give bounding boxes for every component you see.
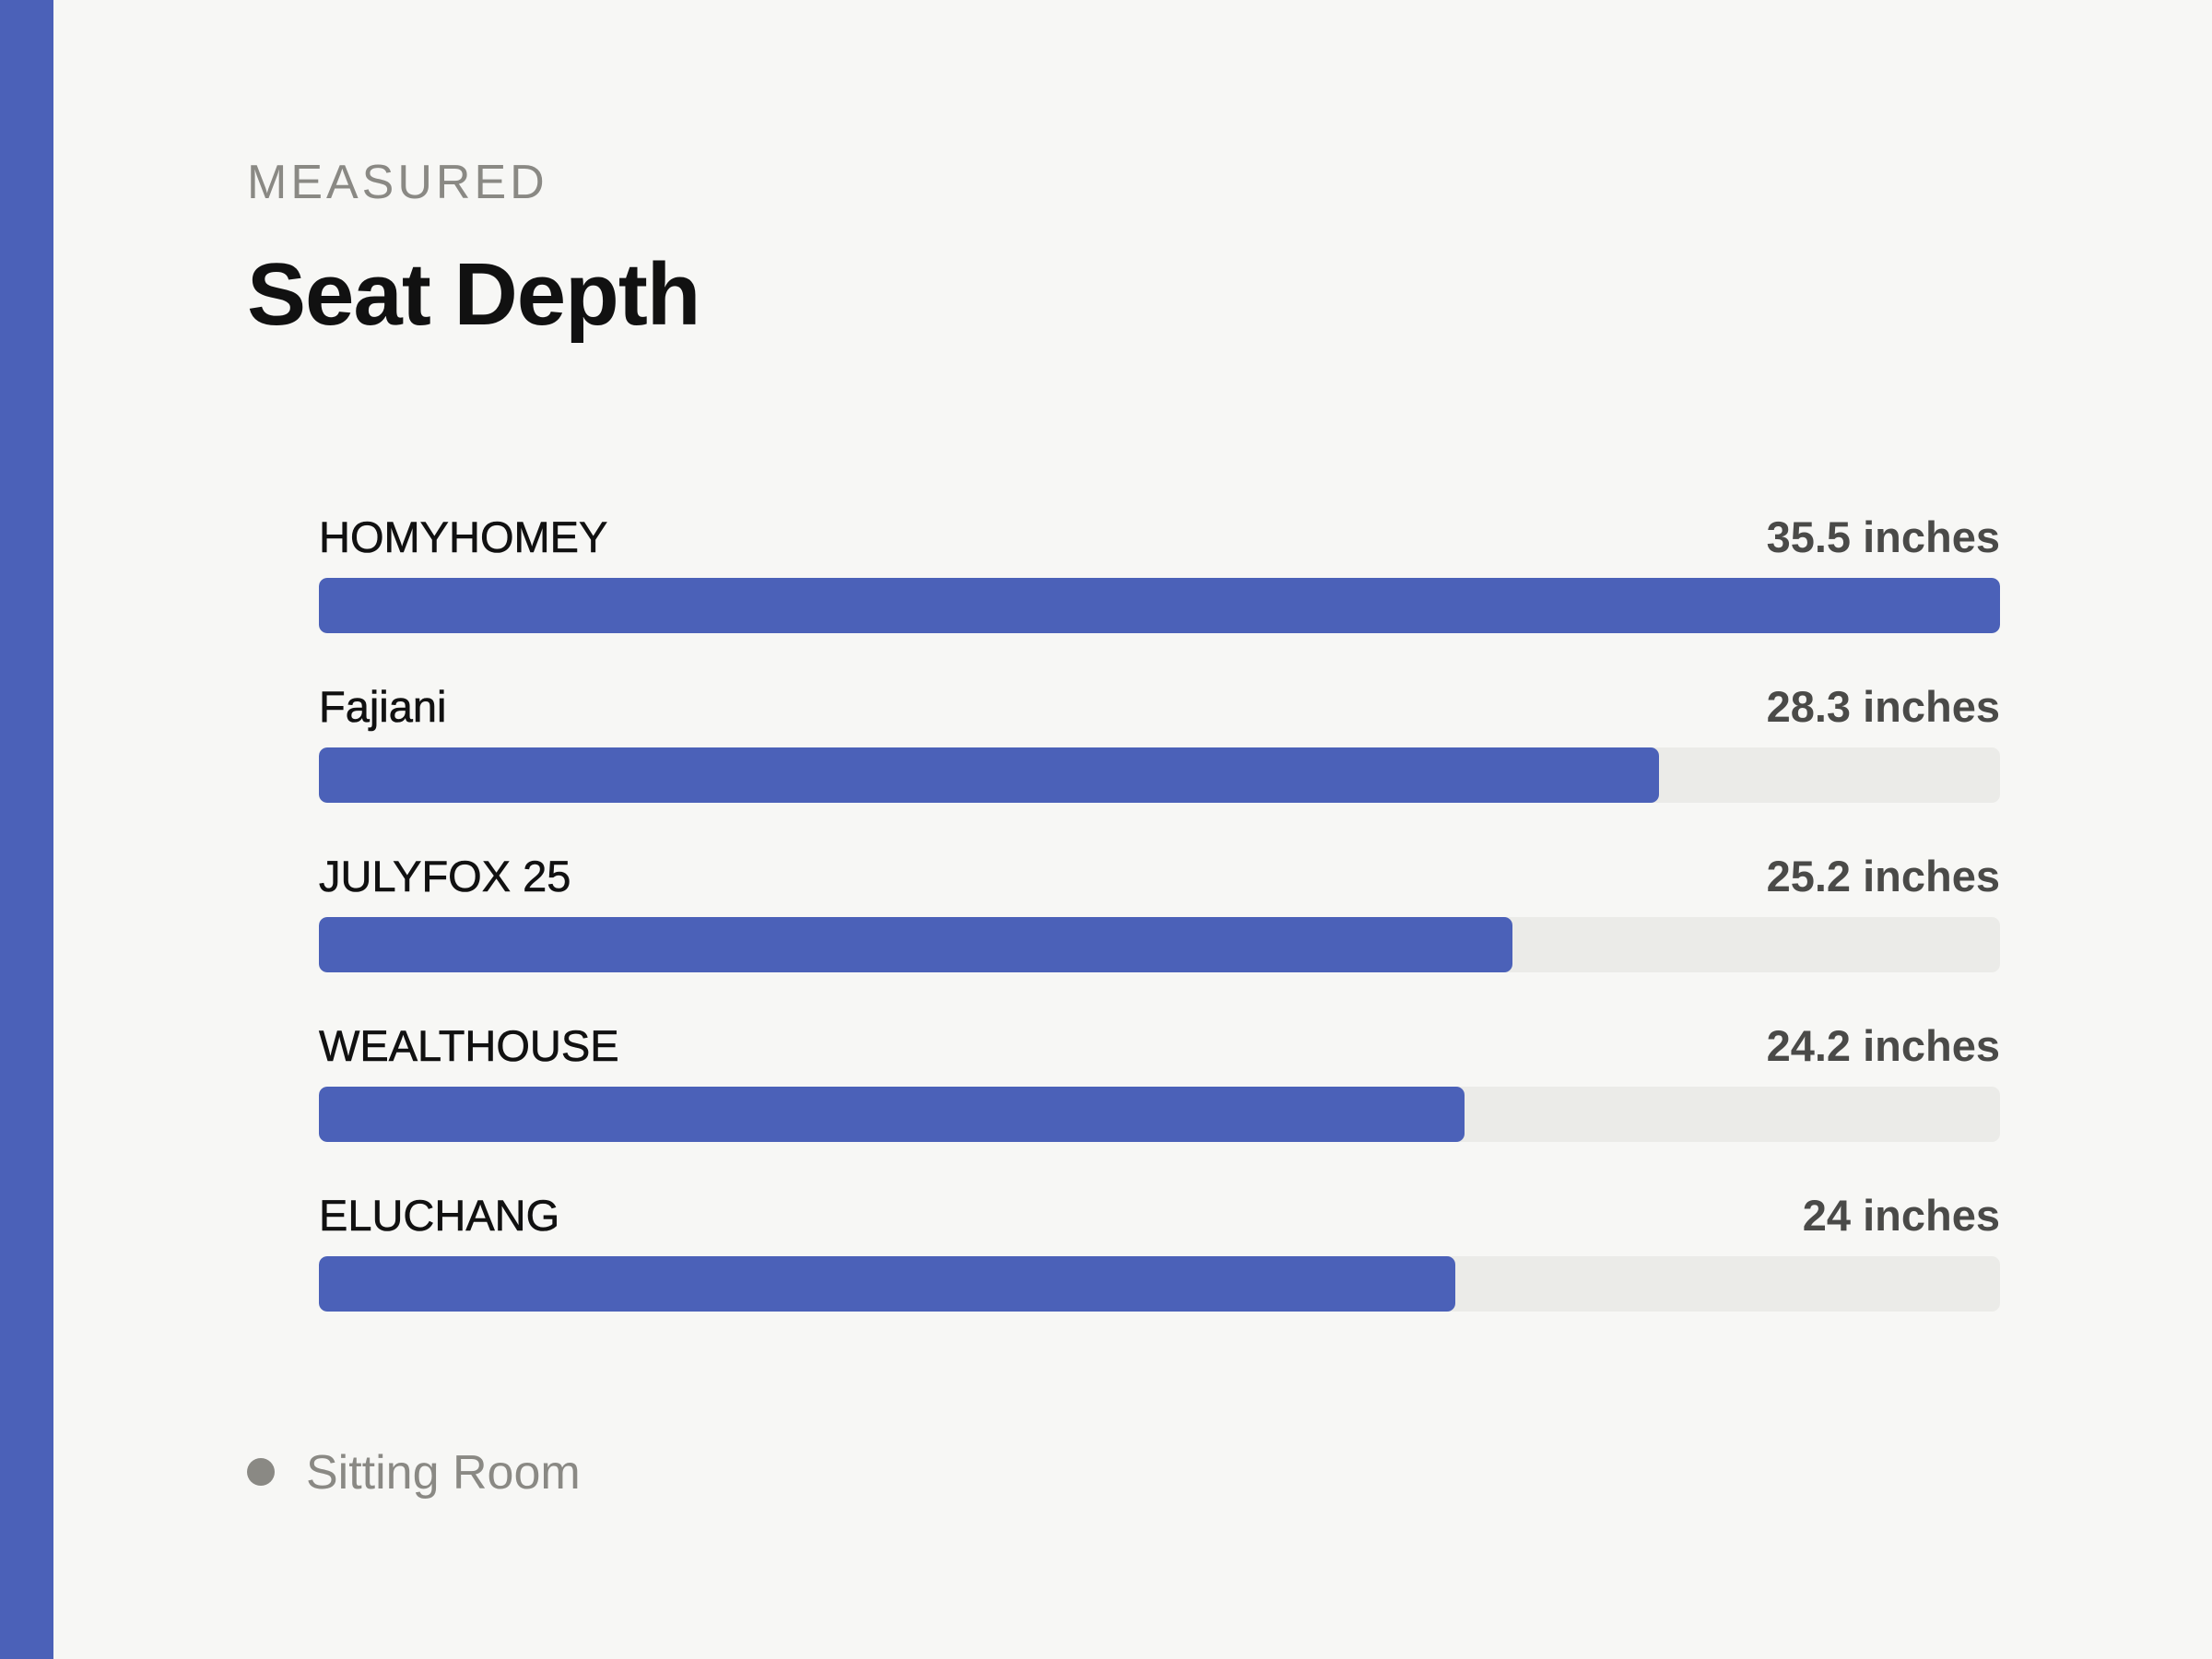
bar-label: Fajiani — [319, 682, 447, 731]
bar-row: Fajiani 28.3 inches — [319, 681, 2000, 851]
bar-fill — [319, 917, 1512, 972]
bar-row-header: JULYFOX 25 25.2 inches — [319, 851, 2000, 917]
bar-row: WEALTHOUSE 24.2 inches — [319, 1020, 2000, 1190]
bar-row-header: HOMYHOMEY 35.5 inches — [319, 512, 2000, 578]
accent-stripe — [0, 0, 53, 1659]
bar-value-label: 24.2 inches — [1766, 1021, 2000, 1070]
bar-label: JULYFOX 25 — [319, 852, 571, 900]
bar-row-header: ELUCHANG 24 inches — [319, 1190, 2000, 1256]
chart-eyebrow: MEASURED — [247, 156, 548, 209]
bar-track — [319, 1256, 2000, 1312]
bar-row: ELUCHANG 24 inches — [319, 1190, 2000, 1359]
bar-list: HOMYHOMEY 35.5 inches Fajiani 28.3 inches JU… — [319, 512, 2000, 1359]
bar-row-header: Fajiani 28.3 inches — [319, 681, 2000, 747]
bar-value-label: 28.3 inches — [1766, 682, 2000, 731]
bar-row: JULYFOX 25 25.2 inches — [319, 851, 2000, 1020]
bar-fill — [319, 1087, 1465, 1142]
bar-fill — [319, 747, 1659, 803]
legend-dot-icon — [247, 1458, 275, 1486]
bar-label: HOMYHOMEY — [319, 512, 608, 561]
bar-label: WEALTHOUSE — [319, 1021, 619, 1070]
bar-label: ELUCHANG — [319, 1191, 560, 1240]
bar-row-header: WEALTHOUSE 24.2 inches — [319, 1020, 2000, 1087]
bar-value-label: 24 inches — [1802, 1191, 2000, 1240]
bar-fill — [319, 578, 2000, 633]
bar-value-label: 35.5 inches — [1766, 512, 2000, 561]
bar-track — [319, 917, 2000, 972]
bar-value-label: 25.2 inches — [1766, 852, 2000, 900]
bar-row: HOMYHOMEY 35.5 inches — [319, 512, 2000, 681]
bar-track — [319, 1087, 2000, 1142]
bar-track — [319, 578, 2000, 633]
chart-title: Seat Depth — [247, 245, 700, 344]
bar-fill — [319, 1256, 1455, 1312]
bar-track — [319, 747, 2000, 803]
legend-label: Sitting Room — [306, 1446, 581, 1500]
